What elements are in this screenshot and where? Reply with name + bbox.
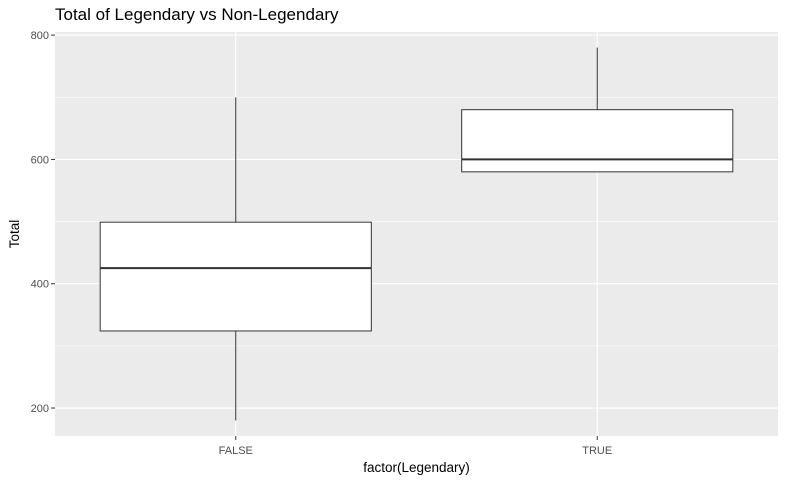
- y-axis-title: Total: [7, 220, 22, 249]
- y-tick-label: 400: [31, 279, 49, 291]
- y-tick-label: 600: [31, 154, 49, 166]
- boxes: [99, 47, 734, 421]
- y-tick-label: 200: [31, 403, 49, 415]
- box-false: [99, 221, 372, 332]
- x-tick-label: TRUE: [582, 445, 612, 457]
- chart-title: Total of Legendary vs Non-Legendary: [55, 5, 339, 24]
- axes: 200 400 600 800 FALSE TRUE: [31, 30, 613, 457]
- x-tick-label: FALSE: [219, 445, 253, 457]
- x-axis-title: factor(Legendary): [363, 460, 470, 475]
- y-tick-label: 800: [31, 30, 49, 42]
- box-true: [461, 109, 734, 173]
